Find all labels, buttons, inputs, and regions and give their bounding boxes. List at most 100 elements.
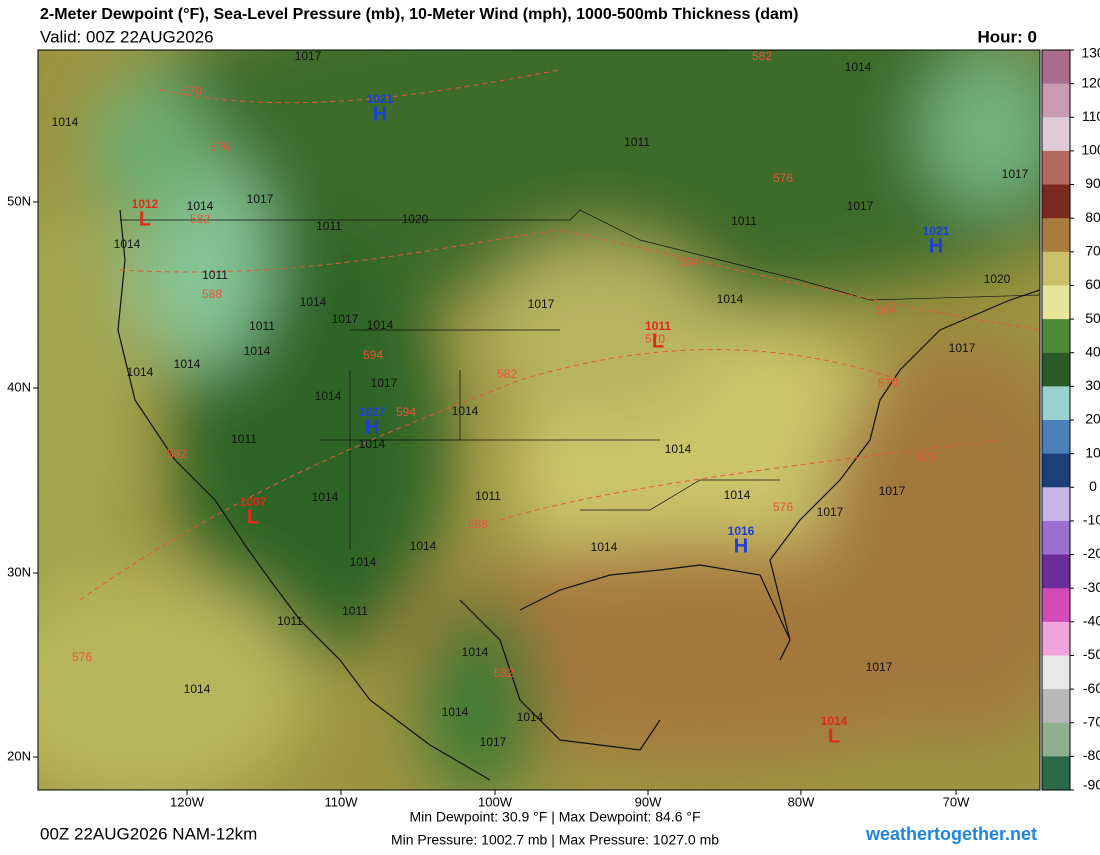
colorbar-segment — [1042, 453, 1070, 488]
center-letter: H — [929, 235, 943, 257]
colorbar-segment — [1042, 655, 1070, 690]
colorbar-tick-label: 0 — [1089, 478, 1097, 494]
isobar-label: 1014 — [174, 357, 201, 371]
colorbar-segment — [1042, 520, 1070, 556]
colorbar-segment — [1042, 588, 1070, 623]
colorbar-tick-label: -80 — [1083, 747, 1100, 763]
colorbar-tick-label: 70 — [1085, 243, 1100, 259]
colorbar-tick-label: -20 — [1083, 545, 1100, 561]
isobar-label: 1014 — [350, 555, 377, 569]
thickness-label: 576 — [917, 450, 937, 464]
isobar-label: 1014 — [114, 237, 141, 251]
colorbar-segment — [1042, 50, 1070, 85]
isobar-label: 1014 — [717, 292, 744, 306]
isobar-label: 1020 — [984, 272, 1011, 286]
colorbar-segment — [1042, 150, 1070, 186]
isobar-label: 1014 — [462, 645, 489, 659]
thickness-label: 582 — [497, 367, 517, 381]
isobar-label: 1011 — [342, 604, 368, 618]
lat-label: 20N — [7, 748, 31, 763]
isobar-label: 1014 — [724, 488, 751, 502]
isobar-label: 1020 — [402, 212, 429, 226]
colorbar-tick-label: 50 — [1085, 310, 1100, 326]
site-credit: weathertogether.net — [865, 824, 1037, 844]
colorbar-segment — [1042, 218, 1070, 253]
isobar-label: 1014 — [127, 365, 154, 379]
pressure-stats: Min Pressure: 1002.7 mb | Max Pressure: … — [391, 832, 719, 848]
colorbar-segment — [1042, 117, 1070, 152]
isobar-label: 1014 — [187, 199, 214, 213]
thickness-label: 564 — [678, 255, 698, 269]
center-value: 1014 — [821, 714, 848, 728]
isobar-label: 1017 — [847, 199, 874, 213]
isobar-label: 1017 — [879, 484, 906, 498]
thickness-label: 576 — [72, 650, 92, 664]
thickness-label: 576 — [773, 171, 793, 185]
center-value: 1011 — [645, 319, 671, 333]
center-letter: H — [365, 416, 379, 438]
dewpoint-stats: Min Dewpoint: 30.9 °F | Max Dewpoint: 84… — [409, 809, 700, 825]
isobar-label: 1014 — [845, 60, 872, 74]
thickness-label: 582 — [752, 49, 772, 63]
isobar-label: 1011 — [231, 432, 257, 446]
isobar-label: 1014 — [359, 437, 386, 451]
center-letter: H — [373, 103, 387, 125]
isobar-label: 1017 — [528, 297, 555, 311]
colorbar-tick-label: -40 — [1083, 613, 1100, 629]
lon-label: 70W — [943, 794, 970, 809]
colorbar-segment — [1042, 319, 1070, 354]
center-value: 1016 — [728, 524, 755, 538]
thickness-label: 570 — [645, 332, 665, 346]
thickness-label: 594 — [363, 348, 383, 362]
isobar-label: 1011 — [316, 219, 342, 233]
thickness-label: 576 — [210, 140, 230, 154]
center-value: 1021 — [923, 224, 950, 238]
lon-label: 100W — [478, 794, 513, 809]
isobar-label: 1011 — [475, 489, 501, 503]
isobar-label: 1011 — [277, 614, 303, 628]
colorbar-tick-label: 20 — [1085, 411, 1100, 427]
isobar-label: 1017 — [371, 376, 398, 390]
colorbar-segment — [1042, 83, 1070, 118]
colorbar-tick-label: -10 — [1083, 512, 1100, 528]
isobar-label: 1014 — [442, 705, 469, 719]
colorbar-segment — [1042, 184, 1070, 219]
colorbar-segment — [1042, 722, 1070, 757]
title: 2-Meter Dewpoint (°F), Sea-Level Pressur… — [40, 6, 798, 23]
isobar-label: 1014 — [52, 115, 79, 129]
isobar-label: 1014 — [410, 539, 437, 553]
isobar-label: 1017 — [480, 735, 507, 749]
colorbar-tick-label: 40 — [1085, 343, 1100, 359]
thickness-label: 588 — [202, 287, 222, 301]
center-letter: L — [247, 506, 259, 528]
colorbar-segment — [1042, 420, 1070, 455]
center-value: 1012 — [132, 197, 159, 211]
colorbar-segment — [1042, 251, 1070, 286]
colorbar-segment — [1042, 285, 1070, 320]
lon-label: 90W — [635, 794, 662, 809]
colorbar-tick-label: 90 — [1085, 175, 1100, 191]
colorbar-tick-label: -50 — [1083, 646, 1100, 662]
colorbar-tick-label: 60 — [1085, 276, 1100, 292]
isobar-label: 1014 — [665, 442, 692, 456]
colorbar-tick-label: 130 — [1081, 45, 1100, 61]
thickness-label: 582 — [190, 212, 210, 226]
thickness-label: 564 — [877, 303, 897, 317]
lat-label: 50N — [7, 193, 31, 208]
isobar-label: 1017 — [295, 49, 322, 63]
isobar-label: 1014 — [517, 710, 544, 724]
isobar-label: 1014 — [452, 404, 479, 418]
colorbar-tick-label: 110 — [1082, 108, 1100, 124]
thickness-label: 582 — [167, 447, 187, 461]
isobar-label: 1014 — [315, 389, 342, 403]
isobar-label: 1014 — [300, 295, 327, 309]
colorbar-segment — [1042, 352, 1070, 387]
lon-label: 80W — [788, 794, 815, 809]
colorbar-segment — [1042, 689, 1070, 724]
center-letter: L — [652, 330, 664, 352]
colorbar-tick-label: 100 — [1081, 142, 1100, 158]
colorbar-tick-label: 10 — [1085, 444, 1100, 460]
colorbar-tick-label: -30 — [1083, 579, 1100, 595]
colorbar-tick-label: -60 — [1083, 680, 1100, 696]
isobar-label: 1011 — [202, 268, 228, 282]
